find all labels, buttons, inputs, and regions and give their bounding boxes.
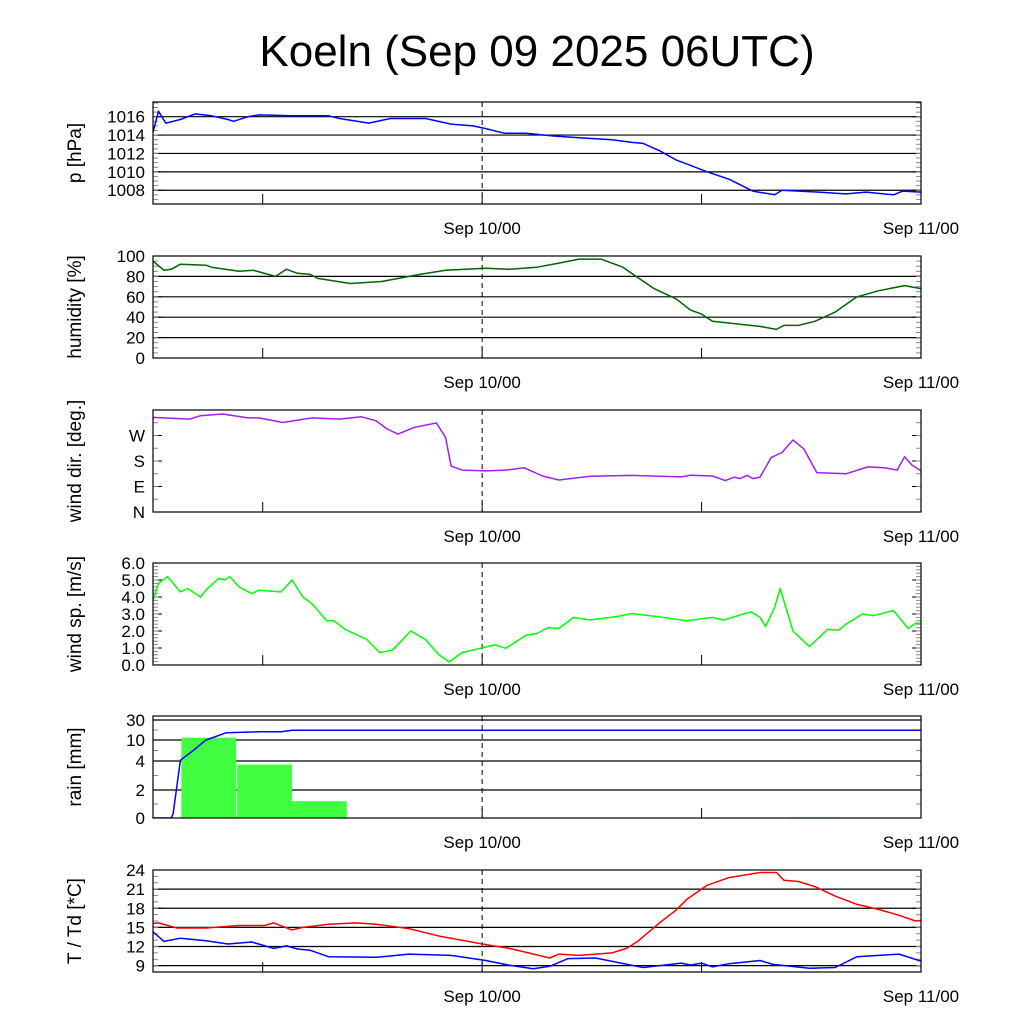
- y-tick-label: 3.0: [121, 605, 145, 624]
- y-tick-label: 18: [126, 899, 145, 918]
- x-tick-label: Sep 10/00: [443, 373, 521, 392]
- y-tick-label: 15: [126, 918, 145, 937]
- plot-frame: [152, 869, 922, 973]
- y-tick-label: 1014: [107, 126, 145, 145]
- plot-frame: [152, 715, 922, 819]
- series-line-accumulated-precipitation: [153, 729, 921, 818]
- y-tick-label: 1012: [107, 144, 145, 163]
- y-tick-label: 80: [126, 267, 145, 286]
- series-line-pressure: [153, 110, 921, 196]
- y-tick-label: 4: [136, 752, 145, 771]
- panel-wind-speed: 0.01.02.03.04.05.06.0 Sep 10/00 Sep 11/00 w…: [65, 554, 959, 699]
- series-line-wind-speed: [153, 575, 921, 663]
- x-tick-label: Sep 10/00: [443, 680, 521, 699]
- series-line-humidity: [153, 258, 921, 331]
- x-tick-label: Sep 11/00: [883, 833, 959, 852]
- y-tick-label: 1010: [107, 163, 145, 182]
- chart-title: Koeln (Sep 09 2025 06UTC): [259, 27, 814, 76]
- y-tick-label: 5.0: [121, 571, 145, 590]
- x-tick-label: Sep 11/00: [883, 987, 959, 1006]
- y-tick-label: W: [129, 427, 145, 446]
- y-tick-label: 0.0: [121, 656, 145, 675]
- y-tick-label: 1016: [107, 108, 145, 127]
- y-axis-label: T / Td [*C]: [65, 878, 86, 964]
- y-tick-label: 12: [126, 938, 145, 957]
- series-line-td: [153, 931, 921, 970]
- y-tick-label: 100: [117, 247, 145, 266]
- plot-frame: [152, 409, 922, 513]
- x-tick-label: Sep 11/00: [883, 373, 959, 392]
- y-tick-label: 60: [126, 288, 145, 307]
- y-tick-label: 24: [126, 861, 145, 880]
- y-tick-label: 1008: [107, 181, 145, 200]
- y-axis-label: wind dir. [deg.]: [65, 400, 86, 524]
- y-tick-label: S: [134, 452, 145, 471]
- plot-frame: [152, 255, 922, 359]
- rain-bar: [291, 801, 347, 818]
- y-tick-label: 4.0: [121, 588, 145, 607]
- y-tick-label: E: [134, 478, 145, 497]
- x-tick-label: Sep 11/00: [883, 219, 959, 238]
- y-tick-label: N: [133, 503, 145, 522]
- x-tick-label: Sep 10/00: [443, 833, 521, 852]
- plot-frame: [152, 562, 922, 666]
- y-tick-label: 0: [136, 809, 145, 828]
- x-tick-label: Sep 11/00: [883, 527, 959, 546]
- y-tick-label: 10: [126, 731, 145, 750]
- x-tick-label: Sep 10/00: [443, 987, 521, 1006]
- y-tick-label: 2: [136, 781, 145, 800]
- y-tick-label: 0: [136, 349, 145, 368]
- y-axis-label: rain [mm]: [65, 727, 86, 806]
- y-axis-label: humidity [%]: [65, 255, 86, 358]
- y-tick-label: 21: [126, 880, 145, 899]
- rain-bar: [181, 737, 237, 818]
- rain-bar: [237, 764, 292, 818]
- y-tick-label: 20: [126, 329, 145, 348]
- y-tick-label: 9: [136, 957, 145, 976]
- series-line-t: [153, 871, 921, 959]
- y-axis-label: p [hPa]: [65, 123, 86, 183]
- y-tick-label: 40: [126, 308, 145, 327]
- plot-frame: [152, 101, 922, 205]
- x-tick-label: Sep 10/00: [443, 219, 521, 238]
- y-tick-label: 6.0: [121, 554, 145, 573]
- y-tick-label: 2.0: [121, 622, 145, 641]
- y-axis-label: wind sp. [m/s]: [65, 556, 86, 673]
- x-tick-label: Sep 10/00: [443, 527, 521, 546]
- series-line-wind-direction: [153, 413, 921, 482]
- x-tick-label: Sep 11/00: [883, 680, 959, 699]
- y-tick-label: 1.0: [121, 639, 145, 658]
- y-tick-label: 30: [126, 711, 145, 730]
